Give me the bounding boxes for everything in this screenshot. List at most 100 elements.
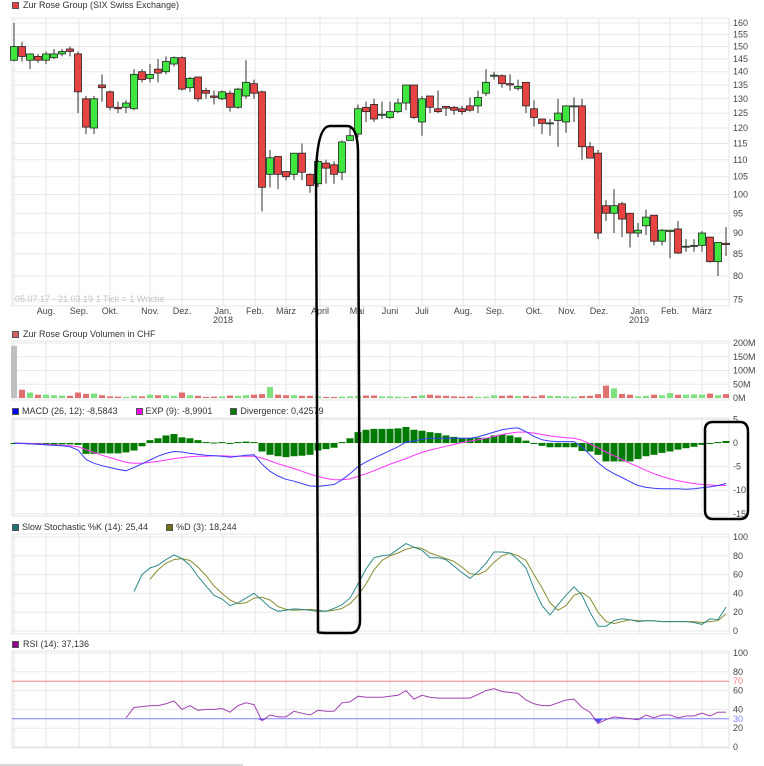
volume-bar [419,395,425,398]
stoch-tick-label: 0 [733,626,738,636]
volume-bar [539,395,545,398]
x-tick-label: Mai [350,306,365,316]
candle [194,76,202,102]
divergence-bar [594,443,602,455]
price-tick-label: 110 [733,155,747,165]
volume-bar [163,395,169,398]
macd-swatch [12,407,19,415]
rsi-line [125,688,727,725]
divergence-bar [658,443,666,453]
volume-bar [51,395,57,398]
divergence-bar [474,437,482,443]
divergence-bar [666,443,674,452]
divergence-bar [170,434,178,443]
stoch-k-legend-label: Slow Stochastic %K (14): 25,44 [22,522,149,532]
divergence-bar [210,442,218,444]
volume-bar [427,394,433,398]
candle [682,239,690,252]
candle-body-up [666,229,674,232]
candle-body-down [210,95,218,98]
volume-tick-label: 0M [733,393,746,403]
candle [362,101,370,122]
volume-bar [307,395,313,398]
volume-bar [499,395,505,398]
candle-body-down [626,212,634,234]
candle-body-up [242,81,250,97]
volume-bar [67,395,73,398]
candle [50,48,58,59]
candle [378,101,386,119]
volume-bar [347,396,353,398]
rsi-tick-label: 0 [733,742,738,752]
volume-bar [587,395,593,398]
candle-body-up [266,157,274,175]
candle [482,69,490,96]
x-tick-label: Sep. [70,306,89,316]
volume-bar [411,396,417,398]
x-tick-label: Sep. [486,306,505,316]
candle-body-up [690,244,698,247]
volume-bar [435,395,441,398]
price-legend: Zur Rose Group (SIX Swiss Exchange) [12,0,179,10]
divergence-bar [370,428,378,443]
divergence-bar [274,443,282,457]
rsi-legend-label: RSI (14): 37,136 [23,639,90,649]
candle [530,100,538,127]
candle-body-down [66,48,74,52]
candle-body-down [594,152,602,234]
volume-bar [715,395,721,398]
volume-bar [107,396,113,398]
divergence-bar [250,442,258,444]
candle [490,71,498,80]
candle-body-down [98,84,106,89]
candle-body-down [250,83,258,94]
divergence-bar [562,443,570,448]
volume-bar [379,396,385,398]
candle-body-down [426,95,434,108]
divergence-bar [714,442,722,444]
volume-bar [507,395,513,398]
candle-body-down [362,106,370,113]
volume-bar [251,394,257,398]
candle [282,171,290,181]
volume-bar [323,396,329,398]
divergence-bar [402,426,410,443]
candle-body-up [658,229,666,242]
candle-body-down [322,162,330,169]
rsi-tick-label: 40 [733,704,743,714]
candle-body-down [74,53,82,93]
price-tick-label: 145 [733,54,748,64]
rsi-legend: RSI (14): 37,136 [12,639,89,649]
candle-body-down [650,214,658,242]
candle-body-up [218,91,226,100]
volume-bar [91,393,97,398]
candle [514,79,522,91]
volume-bar [83,393,89,398]
volume-legend: Zur Rose Group Volumen in CHF [12,329,156,339]
price-tick-label: 130 [733,94,748,104]
horizontal-scrollbar[interactable] [0,764,243,766]
candle-body-down [506,83,514,86]
candle [82,95,90,135]
candle [626,212,634,248]
divergence-bar [450,436,458,443]
volume-bar [291,395,297,398]
rsi-tick-label: 100 [733,648,748,658]
volume-tick-label: 100M [733,366,756,376]
candle [338,140,346,181]
price-legend-swatch [12,1,19,9]
candle [650,214,658,246]
divergence-bar [570,443,578,448]
candle-body-up [90,98,98,129]
rsi-tick-label: 20 [733,723,743,733]
price-tick-label: 85 [733,249,743,259]
price-tick-label: 75 [733,295,743,305]
candle [330,161,338,184]
candle [218,90,226,101]
stoch-plot-frame [11,533,730,635]
candle-body-down [138,71,146,81]
volume-legend-swatch [12,330,19,338]
candle [370,98,378,122]
macd-tick-label: 5 [733,414,738,424]
divergence-bar [338,442,346,444]
